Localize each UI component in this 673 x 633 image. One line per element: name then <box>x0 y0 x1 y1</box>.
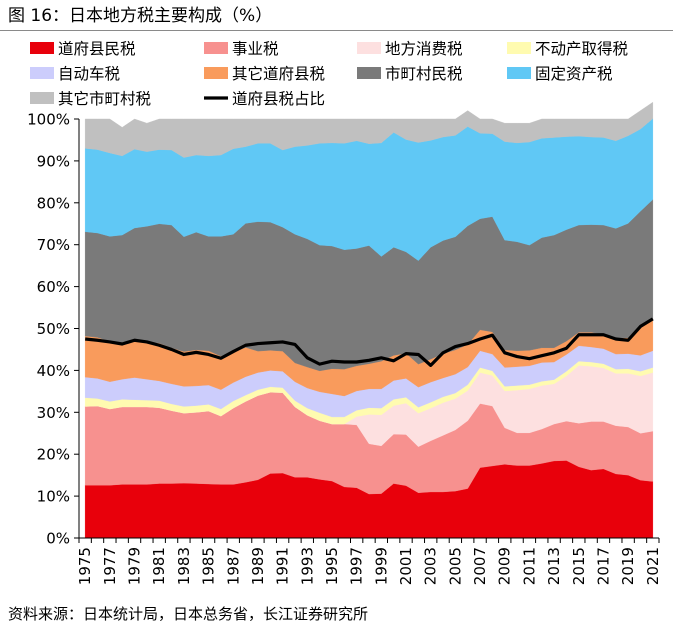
x-tick-label: 1993 <box>298 547 316 585</box>
x-tick-label: 1981 <box>150 547 168 585</box>
y-tick-label: 40% <box>37 362 70 380</box>
x-tick-label: 2011 <box>520 547 538 585</box>
legend-label: 事业税 <box>232 40 279 58</box>
legend-swatch <box>507 67 531 79</box>
x-tick-label: 2013 <box>545 547 563 585</box>
y-tick-label: 10% <box>37 488 70 506</box>
legend-swatch <box>30 92 54 104</box>
legend-swatch <box>30 42 54 54</box>
x-tick-label: 2021 <box>644 547 662 585</box>
line-share <box>85 317 654 367</box>
legend-label: 道府县税占比 <box>232 90 325 108</box>
y-tick-label: 0% <box>46 530 70 548</box>
x-tick-label: 1997 <box>348 547 366 585</box>
x-tick-label: 2015 <box>570 547 588 585</box>
legend-swatch <box>204 42 228 54</box>
x-tick-label: 2007 <box>471 547 489 585</box>
x-ticks: 1975 1977 1979 1981 1983 1985 1987 1989 1991 1993… <box>76 538 662 585</box>
x-tick-label: 1991 <box>274 547 292 585</box>
y-tick-label: 90% <box>37 152 70 170</box>
y-tick-label: 100% <box>27 111 70 129</box>
x-tick-label: 2009 <box>496 547 514 585</box>
legend-swatch <box>507 42 531 54</box>
area-9 <box>84 101 654 158</box>
y-tick-label: 20% <box>37 446 70 464</box>
legend-label: 其它道府县税 <box>232 65 325 83</box>
x-tick-label: 1989 <box>249 547 267 585</box>
legend-label: 市町村民税 <box>385 65 463 83</box>
x-tick-label: 1983 <box>175 547 193 585</box>
legend-swatch <box>357 42 381 54</box>
x-tick-label: 2019 <box>619 547 637 585</box>
legend-label: 地方消费税 <box>385 40 463 58</box>
x-tick-label: 1995 <box>323 547 341 585</box>
figure-title: 图 16：日本地方税主要构成（%） <box>8 6 273 26</box>
y-tick-label: 60% <box>37 278 70 296</box>
x-tick-label: 1979 <box>126 547 144 585</box>
y-tick-label: 30% <box>37 404 70 422</box>
title-divider <box>0 30 673 31</box>
x-tick-label: 1975 <box>76 547 94 585</box>
legend-label: 固定资产税 <box>535 65 613 83</box>
x-tick-label: 2005 <box>446 547 464 585</box>
x-tick-label: 2003 <box>422 547 440 585</box>
y-ticks: 0% 10% 20% 30% 40% 50% 60% 70% 80% 90% 100% <box>27 111 79 548</box>
y-tick-label: 50% <box>37 320 70 338</box>
legend-swatch <box>30 67 54 79</box>
x-tick-label: 1987 <box>224 547 242 585</box>
legend-label: 不动产取得税 <box>535 40 628 58</box>
area-layers <box>84 101 654 539</box>
chart: 0%10%20%30%40%50%60%70%80%90%100%1975 197… <box>27 40 662 585</box>
x-tick-label: 1999 <box>372 547 390 585</box>
y-tick-label: 80% <box>37 194 70 212</box>
source-note: 资料来源：日本统计局，日本总务省，长江证券研究所 <box>8 605 369 623</box>
legend-label: 自动车税 <box>58 65 120 83</box>
legend-label: 道府县民税 <box>58 40 136 58</box>
legend-label: 其它市町村税 <box>58 90 151 108</box>
x-tick-label: 1985 <box>200 547 218 585</box>
x-tick-label: 1977 <box>101 547 119 585</box>
legend-swatch <box>204 67 228 79</box>
legend-swatch <box>357 67 381 79</box>
y-tick-label: 70% <box>37 236 70 254</box>
x-tick-label: 2001 <box>397 547 415 585</box>
x-tick-label: 2017 <box>594 547 612 585</box>
